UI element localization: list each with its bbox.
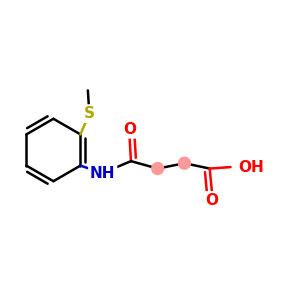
Text: O: O — [206, 193, 219, 208]
Text: S: S — [84, 106, 95, 121]
Text: NH: NH — [90, 166, 116, 181]
Text: OH: OH — [238, 160, 264, 175]
Circle shape — [178, 157, 190, 169]
Text: O: O — [123, 122, 136, 137]
Circle shape — [152, 163, 164, 175]
